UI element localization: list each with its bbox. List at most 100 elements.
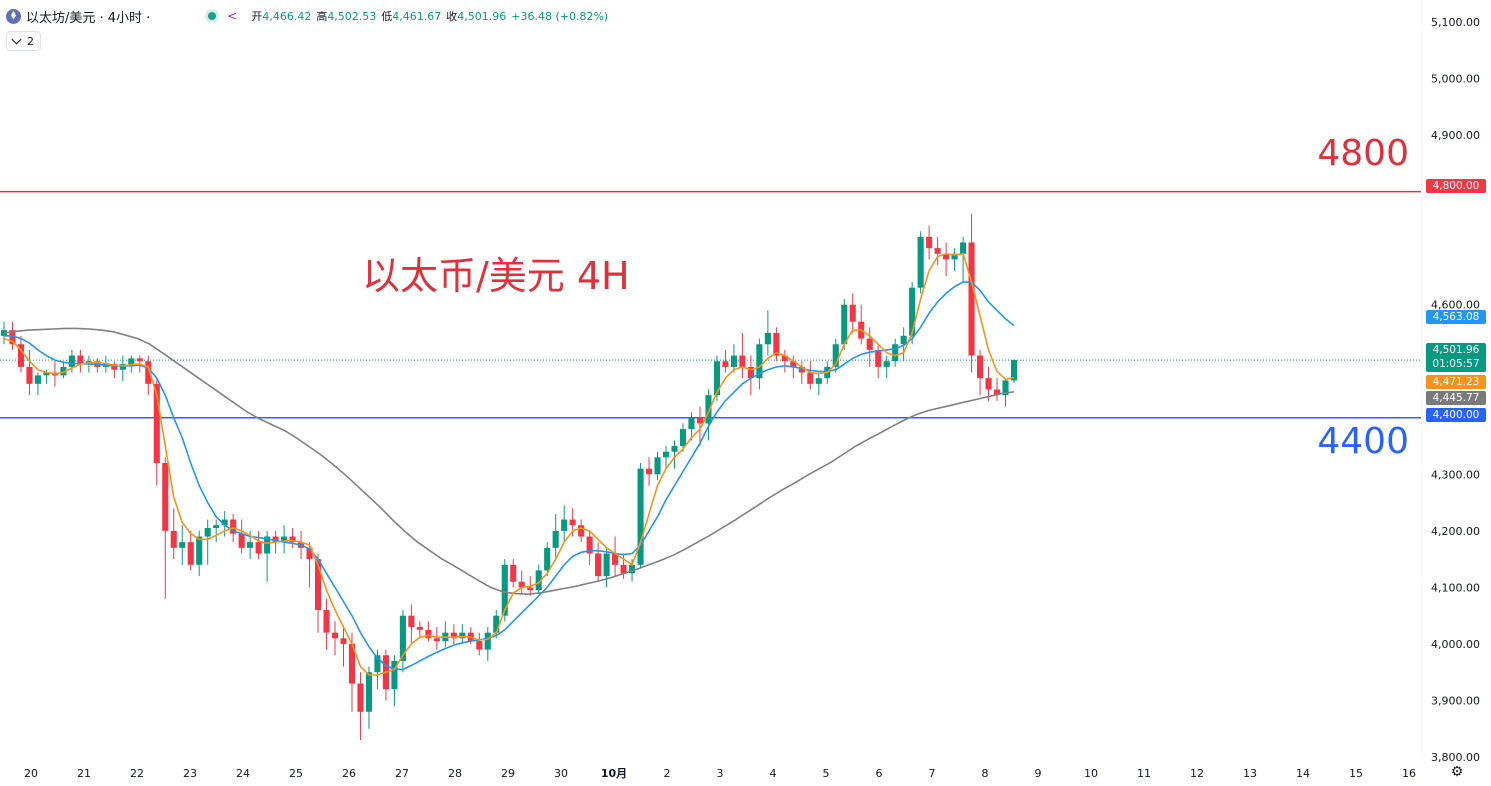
market-status-icon[interactable]	[208, 12, 217, 20]
time-axis-label: 6	[876, 767, 883, 780]
candle-body	[586, 536, 593, 554]
candle-body	[578, 525, 585, 537]
time-axis-label: 22	[130, 767, 144, 780]
candle-body	[722, 361, 729, 367]
candle-body	[1010, 360, 1018, 381]
settings-icon[interactable]: ⚙	[1450, 764, 1464, 780]
candle-body	[629, 564, 636, 574]
candle-body	[459, 632, 466, 639]
price-axis-label: 5,100.00	[1431, 16, 1480, 29]
candle-body	[111, 364, 118, 370]
candle-body	[883, 361, 890, 367]
open-label: 开	[251, 10, 263, 23]
share-icon[interactable]: <	[227, 9, 238, 23]
candle-body	[849, 304, 856, 322]
candle-body	[170, 530, 177, 548]
time-axis-label: 30	[554, 767, 568, 780]
time-axis-label: 12	[1190, 767, 1204, 780]
price-axis-label: 4,100.00	[1431, 581, 1480, 594]
indicators-collapse-button[interactable]: 2	[6, 31, 41, 51]
ma-mid-line	[4, 281, 1015, 671]
candle-body	[314, 559, 322, 611]
candle-body	[357, 683, 364, 712]
candle-body	[892, 344, 899, 362]
candle-body	[408, 615, 415, 627]
candle-body	[943, 253, 950, 260]
indicator-count: 2	[27, 34, 34, 48]
price-axis-label: 3,900.00	[1431, 694, 1480, 707]
candle-body	[136, 358, 143, 362]
chevron-down-icon	[11, 34, 22, 44]
candle-body	[535, 570, 542, 591]
time-axis-label: 27	[395, 767, 409, 780]
candle-body	[875, 349, 882, 367]
time-axis-label: 15	[1349, 767, 1363, 780]
ma-slow-price-tag: 4,445.77	[1426, 391, 1486, 405]
candle-body	[917, 236, 924, 288]
ma-fast-price-tag: 4,471.23	[1426, 375, 1486, 389]
candle-body	[968, 242, 975, 356]
candle-body	[484, 632, 491, 650]
candle-body	[654, 457, 661, 475]
candle-body	[705, 395, 712, 424]
support-label: 4400	[1317, 421, 1409, 462]
candle-body	[841, 304, 848, 345]
candle-body	[900, 335, 907, 345]
time-axis-label: 10月	[601, 767, 627, 780]
candle-body	[26, 366, 33, 384]
close-value: 4,501.96	[457, 9, 507, 23]
candle-body	[17, 344, 25, 367]
candle-body	[493, 615, 500, 633]
time-axis-label: 2	[664, 767, 671, 780]
candle-body	[179, 542, 186, 548]
candle-body	[518, 581, 525, 588]
candle-body	[671, 446, 678, 452]
candle-body	[603, 553, 610, 577]
time-axis-label: 11	[1137, 767, 1151, 780]
time-axis-label: 13	[1243, 767, 1257, 780]
open-value: 4,466.42	[262, 9, 312, 23]
candle-body	[679, 429, 687, 447]
time-axis-label: 7	[929, 767, 936, 780]
support-price-tag: 4,400.00	[1426, 408, 1486, 422]
candle-body	[476, 641, 483, 650]
price-axis-label: 4,600.00	[1431, 299, 1480, 312]
candle-body	[620, 564, 627, 574]
candle-body	[985, 378, 992, 390]
ma-slow-line	[3, 327, 1015, 596]
candle-body	[993, 389, 1001, 396]
time-axis-label: 5	[823, 767, 830, 780]
chart-legend-header: 以太坊/美元 · 4小时 · < 开 4,466.42 高 4,502.53 低…	[6, 6, 608, 26]
time-axis-label: 14	[1296, 767, 1310, 780]
chart-title-annotation: 以太币/美元 4H	[362, 254, 630, 298]
candle-body	[645, 468, 653, 475]
time-axis-label: 25	[289, 767, 303, 780]
candle-body	[976, 355, 984, 379]
candle-body	[713, 361, 720, 396]
time-axis-label: 4	[770, 767, 777, 780]
candle-body	[781, 355, 788, 362]
time-axis-label: 26	[342, 767, 356, 780]
time-axis-label: 23	[183, 767, 197, 780]
time-axis-label: 28	[448, 767, 462, 780]
candle-body	[1002, 380, 1009, 396]
candle-body	[433, 638, 440, 642]
last-price-tag: 4,501.96 01:05:57	[1426, 343, 1486, 372]
bar-countdown: 01:05:57	[1432, 358, 1480, 370]
candle-body	[196, 536, 203, 565]
candle-body	[696, 417, 704, 424]
candle-body	[213, 525, 220, 529]
candle-body	[544, 547, 551, 571]
symbol-title[interactable]: 以太坊/美元 · 4小时 ·	[26, 10, 151, 26]
candle-body	[866, 338, 873, 350]
price-axis-label: 5,000.00	[1431, 73, 1480, 86]
candle-body	[43, 372, 50, 376]
candle-body	[688, 417, 695, 430]
price-axis-label: 4,000.00	[1431, 638, 1480, 651]
price-axis-label: 4,200.00	[1431, 525, 1480, 538]
last-price-value: 4,501.96	[1432, 344, 1480, 356]
time-axis-label: 10	[1084, 767, 1098, 780]
high-label: 高	[316, 10, 328, 23]
